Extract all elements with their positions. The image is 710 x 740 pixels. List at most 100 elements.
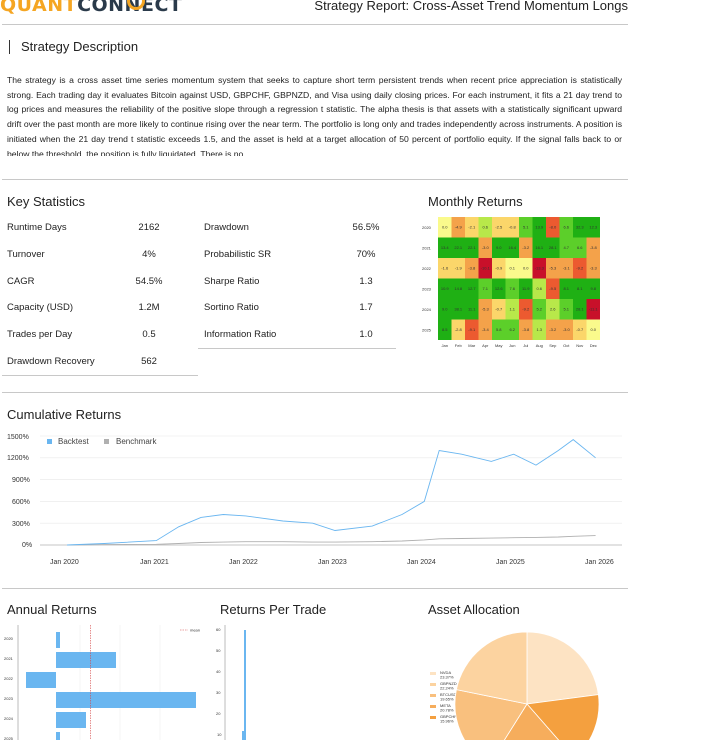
- returns-per-trade-chart: 60 50 40 30 20 10: [216, 625, 246, 740]
- backtest-series-line: [66, 439, 596, 546]
- header-divider: [2, 24, 628, 25]
- heatmap-cell: [573, 237, 587, 258]
- year-label: 2024: [4, 716, 14, 721]
- stat-label: Drawdown: [204, 222, 249, 233]
- stat-value: 0.5: [142, 329, 156, 340]
- x-tick: Jan 2023: [318, 559, 347, 566]
- heatmap-cell-value: -2.8: [455, 327, 463, 332]
- heatmap-cell-value: 5.1: [523, 225, 529, 230]
- heatmap-cell-value: -3.8: [590, 245, 598, 250]
- description-title: Strategy Description: [21, 39, 139, 54]
- heatmap-cell-value: 6.2: [509, 327, 515, 332]
- quantconnect-logo: QUANTCONNECT: [0, 0, 182, 16]
- heatmap-cell-value: 12.7: [468, 286, 477, 291]
- heatmap-cell: [532, 217, 546, 238]
- heatmap-cell: [559, 258, 573, 279]
- heatmap-month-label: Dec: [590, 343, 597, 348]
- heatmap-year-label: 2023: [422, 286, 432, 291]
- heatmap-cell: [586, 217, 600, 238]
- heatmap-cell-value: 0.0: [523, 266, 529, 271]
- legend-swatch: [430, 672, 436, 675]
- heatmap-cell-value: 14.8: [454, 286, 463, 291]
- year-label: 2020: [4, 636, 14, 641]
- heatmap-month-label: Jan: [442, 343, 448, 348]
- stat-value: 2162: [138, 222, 160, 233]
- heatmap-cell: [492, 258, 506, 279]
- heatmap-cell: [532, 237, 546, 258]
- y-tick: 900%: [12, 477, 30, 484]
- heatmap-cell: [451, 299, 465, 320]
- heatmap-cell-value: -0.9: [495, 266, 503, 271]
- heatmap-cell-value: 7.1: [482, 286, 488, 291]
- legend-percent: 23.37%: [440, 675, 454, 680]
- heatmap-cell-value: 32.3: [576, 225, 585, 230]
- heatmap-cell: [573, 217, 587, 238]
- heatmap-cell: [586, 278, 600, 299]
- legend-label: BTCUSD: [440, 692, 457, 697]
- heatmap-cell-value: 9.0: [496, 245, 502, 250]
- x-tick: Jan 2022: [229, 559, 258, 566]
- heatmap-cell-value: 4.7: [563, 245, 569, 250]
- heatmap-cell: [465, 258, 479, 279]
- backtest-legend-swatch: [47, 439, 52, 444]
- heatmap-cell-value: 0.0: [442, 225, 448, 230]
- heatmap-cell: [465, 278, 479, 299]
- heatmap-cell: [451, 278, 465, 299]
- heatmap-cell: [532, 319, 546, 340]
- description-text: The strategy is a cross asset time serie…: [7, 75, 622, 156]
- heatmap-cell-value: 8.5: [442, 327, 448, 332]
- heatmap-cell: [478, 299, 492, 320]
- heatmap-cell-value: -3.0: [563, 327, 571, 332]
- y-tick: 50: [216, 648, 221, 653]
- heatmap-cell: [519, 299, 533, 320]
- heatmap-cell-value: 13.4: [441, 245, 450, 250]
- stat-value: 54.5%: [135, 276, 163, 287]
- heatmap-cell-value: 12.6: [495, 286, 504, 291]
- heatmap-cell-value: 28.1: [549, 245, 558, 250]
- heatmap-month-label: Aug: [536, 343, 543, 348]
- heatmap-cell: [519, 258, 533, 279]
- heatmap-cell-value: -0.8: [509, 225, 517, 230]
- annual-return-bar: [26, 672, 56, 688]
- legend-percent: 15.96%: [440, 719, 454, 724]
- heatmap-cell-value: 9.0: [442, 307, 448, 312]
- y-tick: 10: [217, 732, 222, 737]
- heatmap-cell: [438, 299, 452, 320]
- heatmap-cell: [546, 319, 560, 340]
- heatmap-cell: [532, 299, 546, 320]
- legend-label: META: [440, 703, 451, 708]
- key-statistics-title: Key Statistics: [7, 194, 86, 209]
- heatmap-cell-value: -9.2: [576, 266, 584, 271]
- heatmap-cell: [438, 258, 452, 279]
- heatmap-cell-value: 5.8: [496, 327, 502, 332]
- cumulative-returns-title: Cumulative Returns: [7, 407, 122, 422]
- heatmap-cell: [559, 217, 573, 238]
- heatmap-cell-value: -5.3: [482, 307, 490, 312]
- cumulative-returns-chart: 1500% 1200% 900% 600% 300% 0% Backtest B…: [7, 434, 622, 566]
- heatmap-cell-value: 11.1: [468, 307, 476, 312]
- x-tick: Jan 2024: [407, 559, 436, 566]
- heatmap-month-label: May: [495, 343, 503, 348]
- histogram-bar: [244, 630, 246, 740]
- histogram-bar: [242, 731, 244, 740]
- y-tick: 0%: [22, 542, 32, 549]
- heatmap-cell: [559, 278, 573, 299]
- y-tick: 30: [216, 690, 221, 695]
- report-title: Strategy Report: Cross-Asset Trend Momen…: [314, 0, 628, 13]
- annual-return-bar: [56, 692, 196, 708]
- heatmap-cell: [451, 319, 465, 340]
- heatmap-cell: [465, 299, 479, 320]
- heatmap-cell: [438, 319, 452, 340]
- annual-return-bar: [56, 712, 86, 728]
- heatmap-cell: [492, 217, 506, 238]
- year-label: 2021: [4, 656, 14, 661]
- monthly-returns-heatmap: 2020 0.0 -4.9 -2.1 0.6 -2.5 -0.8 5.1 13.9 -8.0 6.6…: [422, 217, 600, 348]
- heatmap-cell: [559, 237, 573, 258]
- heatmap-cell-value: 7.6: [509, 286, 515, 291]
- heatmap-cell-value: 22.1: [468, 245, 477, 250]
- x-tick: Jan 2021: [140, 559, 169, 566]
- heatmap-cell: [573, 278, 587, 299]
- x-tick: Jan 2026: [585, 559, 614, 566]
- heatmap-cell-value: 38.1: [454, 307, 463, 312]
- heatmap-cell-value: 1.1: [509, 307, 515, 312]
